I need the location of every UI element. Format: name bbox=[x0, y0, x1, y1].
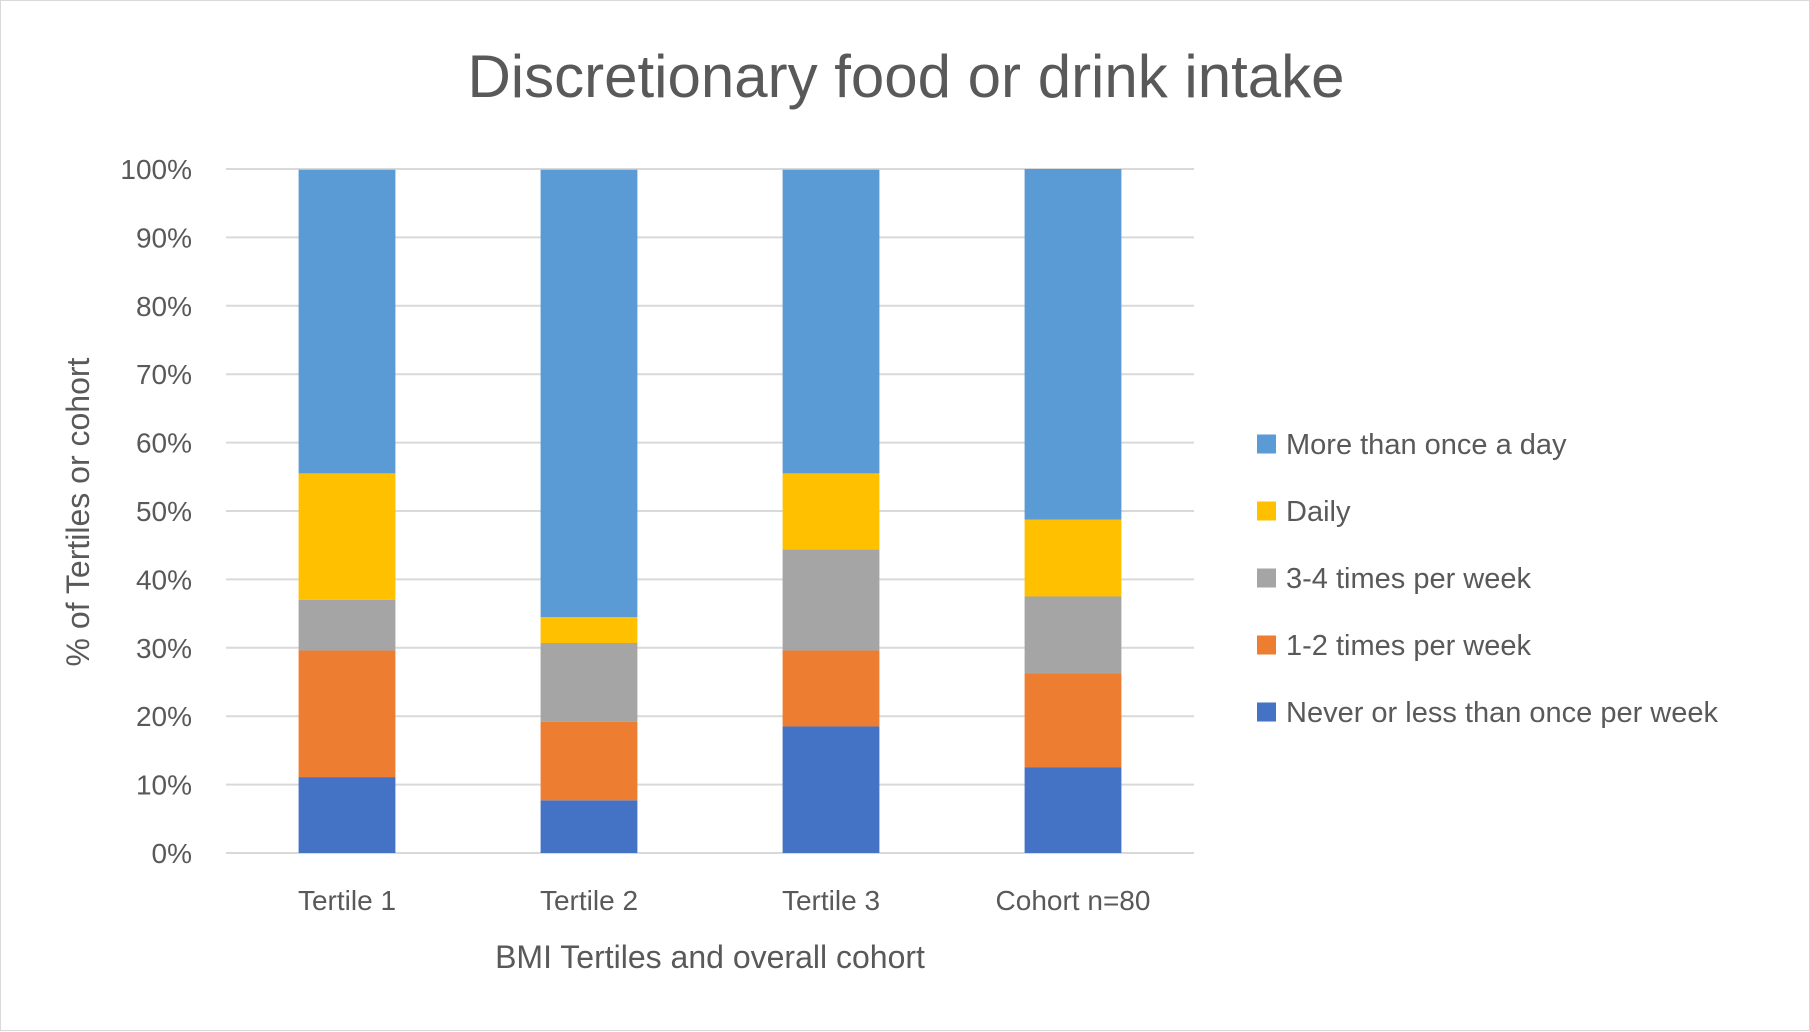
y-tick-label: 40% bbox=[136, 564, 192, 595]
x-tick-label: Cohort n=80 bbox=[996, 885, 1151, 916]
legend-swatch bbox=[1257, 568, 1276, 588]
bar-segment bbox=[1024, 519, 1122, 597]
y-tick-label: 80% bbox=[136, 291, 192, 322]
y-tick-label: 50% bbox=[136, 496, 192, 527]
y-tick-label: 60% bbox=[136, 428, 192, 459]
legend-label: Daily bbox=[1286, 496, 1351, 528]
legend-swatch bbox=[1257, 501, 1276, 521]
x-tick-label: Tertile 2 bbox=[540, 885, 638, 916]
bar-segment bbox=[782, 726, 880, 853]
bar-segment bbox=[1024, 673, 1122, 768]
legend-label: More than once a day bbox=[1286, 429, 1567, 461]
legend-label: Never or less than once per week bbox=[1286, 697, 1718, 729]
legend: More than once a day Daily 3-4 times per w… bbox=[1257, 429, 1718, 729]
bar-segment bbox=[540, 169, 638, 618]
bar-segment bbox=[1024, 169, 1122, 520]
y-tick-label: 30% bbox=[136, 633, 192, 664]
bars bbox=[298, 169, 1122, 853]
bar-segment bbox=[298, 599, 396, 651]
y-axis-ticks: 0% 10% 20% 30% 40% 50% 60% 70% 80% 90% 100% bbox=[120, 154, 192, 869]
y-tick-label: 20% bbox=[136, 701, 192, 732]
legend-label: 3-4 times per week bbox=[1286, 563, 1531, 595]
bar-segment bbox=[782, 169, 880, 474]
bar-segment bbox=[298, 650, 396, 778]
x-axis-title: BMI Tertiles and overall cohort bbox=[495, 939, 925, 975]
y-tick-label: 90% bbox=[136, 222, 192, 253]
y-tick-label: 100% bbox=[120, 154, 192, 185]
x-tick-label: Tertile 1 bbox=[298, 885, 396, 916]
y-tick-label: 0% bbox=[152, 838, 192, 869]
legend-swatch bbox=[1257, 635, 1276, 655]
bar-segment bbox=[1024, 596, 1122, 674]
bar-segment bbox=[540, 721, 638, 801]
bar-segment bbox=[540, 643, 638, 722]
bar-segment bbox=[782, 549, 880, 651]
bar-segment bbox=[298, 169, 396, 474]
bar-segment bbox=[298, 473, 396, 600]
bar-segment bbox=[298, 777, 396, 853]
bar-segment bbox=[540, 800, 638, 853]
chart-title: Discretionary food or drink intake bbox=[467, 43, 1344, 110]
x-tick-label: Tertile 3 bbox=[782, 885, 880, 916]
bar-segment bbox=[1024, 767, 1122, 853]
legend-swatch bbox=[1257, 434, 1276, 454]
legend-swatch bbox=[1257, 702, 1276, 722]
y-tick-label: 10% bbox=[136, 770, 192, 801]
bar-segment bbox=[782, 473, 880, 550]
legend-label: 1-2 times per week bbox=[1286, 630, 1531, 662]
bar-segment bbox=[782, 650, 880, 727]
bar-segment bbox=[540, 617, 638, 644]
x-axis-ticks: Tertile 1 Tertile 2 Tertile 3 Cohort n=80 bbox=[298, 885, 1150, 916]
y-tick-label: 70% bbox=[136, 359, 192, 390]
y-axis-title: % of Tertiles or cohort bbox=[60, 357, 96, 666]
